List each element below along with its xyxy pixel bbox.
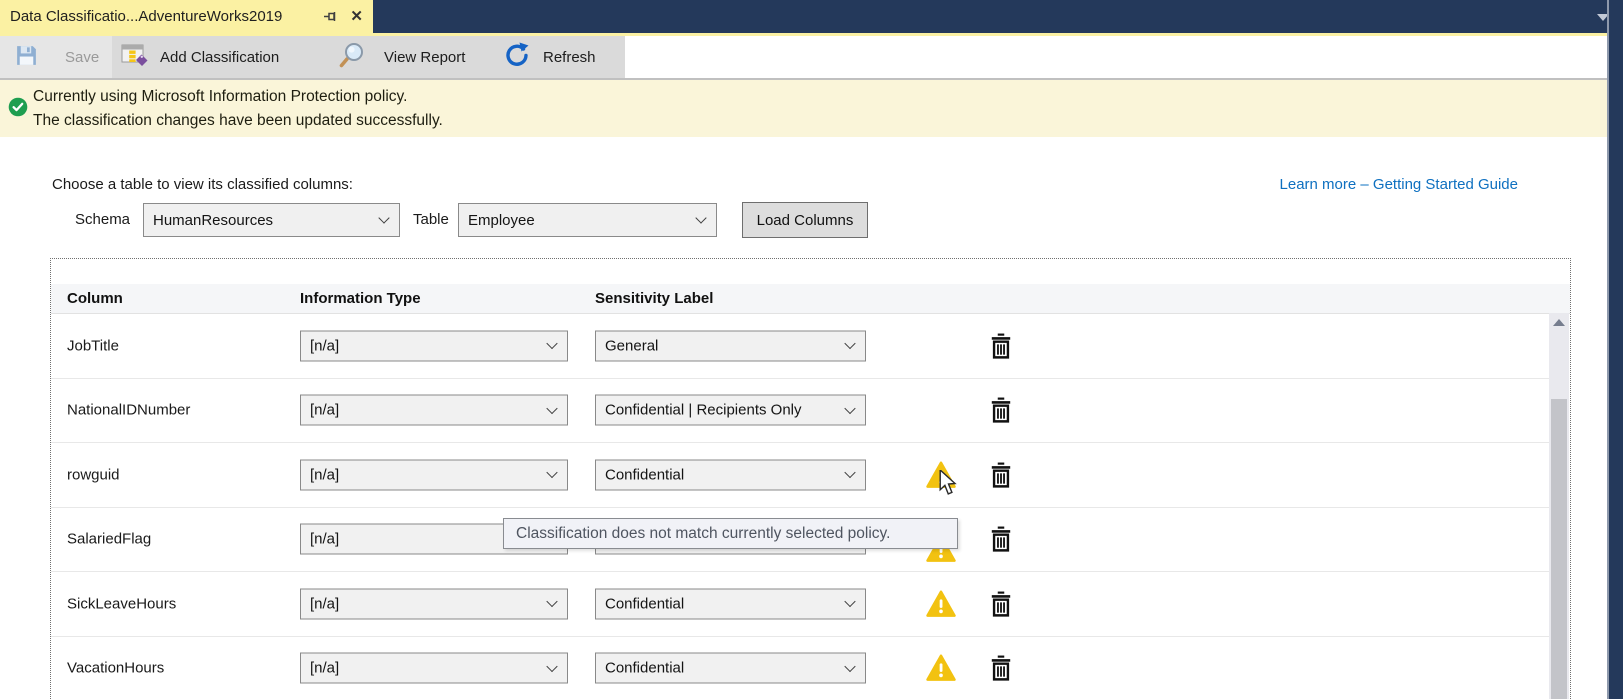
magnifier-icon (338, 41, 366, 73)
table-row: VacationHours [n/a] Confidential (51, 637, 1549, 699)
schema-dropdown[interactable]: HumanResources (143, 203, 400, 237)
chevron-down-icon (844, 660, 856, 672)
sensitivity-label-dropdown[interactable]: General (595, 330, 866, 362)
save-icon (14, 43, 39, 72)
table-row: rowguid [n/a] Confidential (51, 443, 1549, 508)
column-name: NationalIDNumber (67, 401, 191, 419)
classified-columns-grid: Column Information Type Sensitivity Labe… (50, 258, 1571, 699)
sensitivity-label-dropdown[interactable]: Confidential | Recipients Only (595, 394, 866, 426)
header-sensitivity: Sensitivity Label (595, 290, 714, 307)
close-icon[interactable]: ✕ (350, 8, 363, 25)
document-tab-bar: Data Classificatio...AdventureWorks2019 … (0, 0, 1623, 33)
toolbar: Save Add Classification (0, 36, 1607, 78)
chevron-down-icon (844, 402, 856, 414)
chevron-down-icon (546, 596, 558, 608)
choose-table-label: Choose a table to view its classified co… (52, 176, 353, 193)
grid-rows: JobTitle [n/a] General (51, 314, 1549, 699)
information-type-dropdown[interactable]: [n/a] (300, 394, 568, 426)
column-name: SalariedFlag (67, 530, 152, 548)
toolbar-separator (0, 78, 1607, 80)
header-column: Column (67, 290, 123, 307)
status-banner: Currently using Microsoft Information Pr… (0, 80, 1607, 137)
scrollbar-thumb[interactable] (1551, 399, 1567, 699)
warning-icon[interactable] (926, 654, 956, 682)
information-type-dropdown[interactable]: [n/a] (300, 588, 568, 620)
chevron-down-icon (844, 596, 856, 608)
sensitivity-label-dropdown[interactable]: Confidential (595, 588, 866, 620)
chevron-down-icon (844, 338, 856, 350)
tab-title: Data Classificatio...AdventureWorks2019 (10, 8, 283, 25)
chevron-down-icon (695, 212, 707, 224)
chevron-down-icon (844, 467, 856, 479)
pin-icon[interactable] (323, 9, 338, 24)
chevron-down-icon (546, 338, 558, 350)
vertical-scrollbar[interactable] (1549, 313, 1569, 699)
delete-icon[interactable] (990, 591, 1012, 617)
information-type-dropdown[interactable]: [n/a] (300, 652, 568, 684)
chevron-down-icon (546, 402, 558, 414)
information-type-dropdown[interactable]: [n/a] (300, 459, 568, 491)
delete-icon[interactable] (990, 526, 1012, 552)
sensitivity-label-dropdown[interactable]: Confidential (595, 459, 866, 491)
column-name: rowguid (67, 466, 120, 484)
information-type-dropdown[interactable]: [n/a] (300, 330, 568, 362)
banner-line1: Currently using Microsoft Information Pr… (33, 88, 408, 105)
success-check-icon (8, 97, 28, 122)
refresh-button[interactable]: Refresh (503, 36, 596, 78)
chevron-down-icon (546, 467, 558, 479)
load-columns-button[interactable]: Load Columns (742, 202, 868, 238)
sensitivity-label-dropdown[interactable]: Confidential (595, 652, 866, 684)
delete-icon[interactable] (990, 462, 1012, 488)
grid-header: Column Information Type Sensitivity Labe… (51, 284, 1570, 314)
delete-icon[interactable] (990, 655, 1012, 681)
active-tab-accent (0, 33, 1607, 36)
column-name: VacationHours (67, 659, 165, 677)
table-row: SickLeaveHours [n/a] Confidential (51, 572, 1549, 637)
chevron-down-icon (378, 212, 390, 224)
banner-line2: The classification changes have been upd… (33, 112, 443, 129)
document-tab[interactable]: Data Classificatio...AdventureWorks2019 … (0, 0, 373, 33)
schema-label: Schema (75, 211, 131, 228)
table-label: Table (413, 211, 449, 228)
save-button[interactable]: Save (14, 36, 99, 78)
table-dropdown[interactable]: Employee (458, 203, 717, 237)
column-name: JobTitle (67, 337, 119, 355)
learn-more-link[interactable]: Learn more – Getting Started Guide (1279, 176, 1518, 193)
scroll-up-icon[interactable] (1549, 313, 1569, 332)
window-edge-strip (1607, 0, 1623, 699)
warning-icon[interactable] (926, 590, 956, 617)
header-info-type: Information Type (300, 290, 421, 307)
add-classification-icon (120, 41, 148, 73)
policy-mismatch-tooltip: Classification does not match currently … (503, 518, 958, 549)
column-name: SickLeaveHours (67, 595, 177, 613)
window-chevron-icon[interactable] (1597, 14, 1609, 21)
delete-icon[interactable] (990, 333, 1012, 359)
mouse-cursor-icon (938, 468, 958, 501)
view-report-button[interactable]: View Report (338, 36, 465, 78)
table-row: NationalIDNumber [n/a] Confidential | Re… (51, 379, 1549, 443)
refresh-icon (503, 42, 529, 72)
delete-icon[interactable] (990, 397, 1012, 423)
add-classification-button[interactable]: Add Classification (120, 36, 279, 78)
chevron-down-icon (546, 660, 558, 672)
table-row: JobTitle [n/a] General (51, 314, 1549, 379)
